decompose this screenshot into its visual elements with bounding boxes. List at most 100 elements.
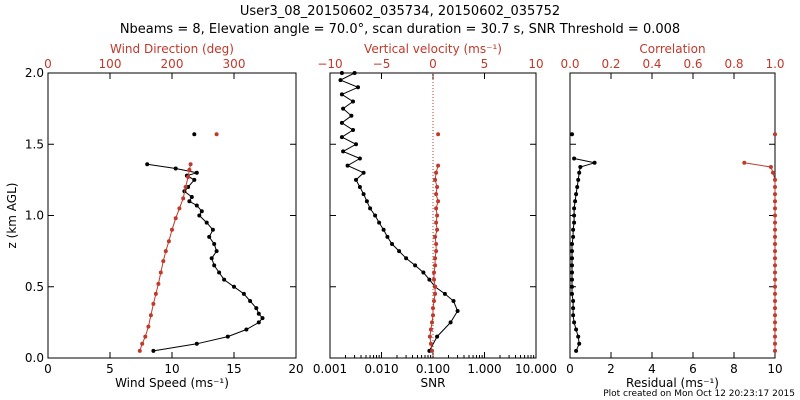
primary-series-point (354, 177, 358, 182)
primary-series-point (570, 249, 574, 254)
bottom-tick-label: 1.000 (467, 362, 501, 376)
secondary-series-point (170, 227, 174, 232)
secondary-series-point (773, 299, 777, 303)
primary-series-point (207, 234, 212, 239)
secondary-series-point (433, 291, 438, 296)
primary-series-point (361, 170, 366, 175)
secondary-series-point (773, 284, 777, 289)
secondary-series-point (768, 165, 773, 169)
primary-series-point (352, 71, 357, 75)
top-tick-label: 0.6 (683, 57, 702, 71)
top-axis-label: Correlation (639, 42, 705, 56)
primary-series-point (339, 92, 344, 97)
primary-series-point (448, 320, 453, 325)
primary-series-point (349, 113, 354, 118)
bottom-tick-label: 8 (730, 362, 738, 376)
secondary-series-point (773, 132, 777, 137)
y-tick-label: 0.0 (25, 351, 44, 365)
top-tick-label: 5 (481, 57, 489, 71)
secondary-series-point (433, 234, 438, 239)
primary-series-point (194, 203, 199, 208)
primary-series-point (390, 242, 394, 246)
primary-series-point (368, 206, 373, 211)
bottom-tick-label: 0 (44, 362, 52, 376)
primary-series-point (571, 299, 576, 303)
primary-series-point (404, 256, 409, 261)
primary-series-point (217, 270, 222, 275)
primary-series-point (357, 156, 362, 161)
primary-series-point (210, 227, 215, 232)
primary-series-point (575, 185, 580, 189)
secondary-series-point (427, 334, 432, 339)
primary-series-point (341, 149, 346, 154)
secondary-series-point (143, 334, 148, 339)
secondary-series-point (434, 206, 439, 211)
plot-credit: Plot created on Mon Oct 12 20:23:17 2015 (603, 389, 795, 399)
primary-series-point (189, 195, 194, 199)
panel-3: 0 2 4 6 8 10 Residual (ms⁻¹) 0.0 0.2 0.4 0.6 0.8 1.0… (560, 42, 784, 390)
primary-series-point (341, 106, 346, 111)
primary-series-point (571, 313, 576, 318)
secondary-series-point (433, 177, 438, 182)
y-tick-label: 1.0 (25, 209, 44, 223)
secondary-series-point (773, 177, 777, 182)
primary-series-point (351, 128, 355, 132)
secondary-series-point (156, 281, 161, 286)
primary-series-point (204, 220, 209, 225)
figure-title: User3_08_20150602_035734, 20150602_03575… (240, 4, 560, 19)
primary-series-point (572, 320, 577, 325)
primary-series-point (573, 199, 578, 204)
y-axis-label: z (km AGL) (5, 183, 19, 249)
primary-series-point (232, 284, 236, 289)
primary-series-point (339, 120, 344, 125)
primary-series-point (385, 234, 390, 239)
bottom-tick-label: 0 (566, 362, 574, 376)
top-tick-label: 0.0 (560, 57, 579, 71)
bottom-tick-label: 0.010 (364, 362, 398, 376)
primary-series-line (339, 72, 459, 352)
secondary-series-point (436, 199, 441, 204)
primary-series-point (248, 299, 253, 303)
primary-series-point (592, 160, 597, 165)
secondary-series-point (773, 242, 777, 246)
top-axis-label: Wind Direction (deg) (110, 42, 234, 56)
secondary-series-point (773, 213, 777, 218)
primary-series-point (451, 299, 456, 303)
bottom-tick-label: 10 (767, 362, 782, 376)
secondary-series-point (773, 291, 777, 296)
primary-series-point (421, 270, 426, 275)
bottom-tick-label: 2 (607, 362, 615, 376)
primary-series-point (256, 311, 261, 316)
primary-series-point (576, 177, 581, 182)
y-tick-label: 2.0 (25, 66, 44, 80)
y-tick-label: 1.5 (25, 137, 44, 151)
primary-series-point (345, 163, 350, 168)
secondary-series-point (430, 320, 434, 325)
secondary-series-point (773, 277, 777, 282)
primary-series-point (578, 165, 583, 169)
primary-series-point (427, 277, 432, 282)
secondary-series-point (435, 227, 440, 232)
top-tick-label: 200 (161, 57, 184, 71)
secondary-series-point (773, 270, 777, 275)
secondary-series-point (773, 334, 777, 339)
panel-2: 0.001 0.010 0.100 1.000 10.000 SNR −10 −5 0 5 10 Ve… (313, 42, 557, 390)
primary-series-point (260, 316, 265, 321)
secondary-series-point (436, 163, 441, 168)
primary-series-point (381, 227, 386, 232)
primary-series-point (570, 242, 574, 246)
secondary-series-point (181, 196, 186, 201)
primary-series-point (361, 192, 366, 197)
bottom-tick-label: 10 (164, 362, 179, 376)
secondary-series-point (431, 313, 435, 318)
secondary-series-point (140, 341, 145, 346)
primary-series-point (192, 132, 197, 137)
secondary-series-point (153, 291, 158, 296)
primary-series-point (570, 263, 574, 268)
panel-frame (569, 72, 776, 359)
secondary-series-point (173, 216, 178, 221)
secondary-series-point (773, 313, 777, 318)
primary-series-point (339, 135, 344, 140)
